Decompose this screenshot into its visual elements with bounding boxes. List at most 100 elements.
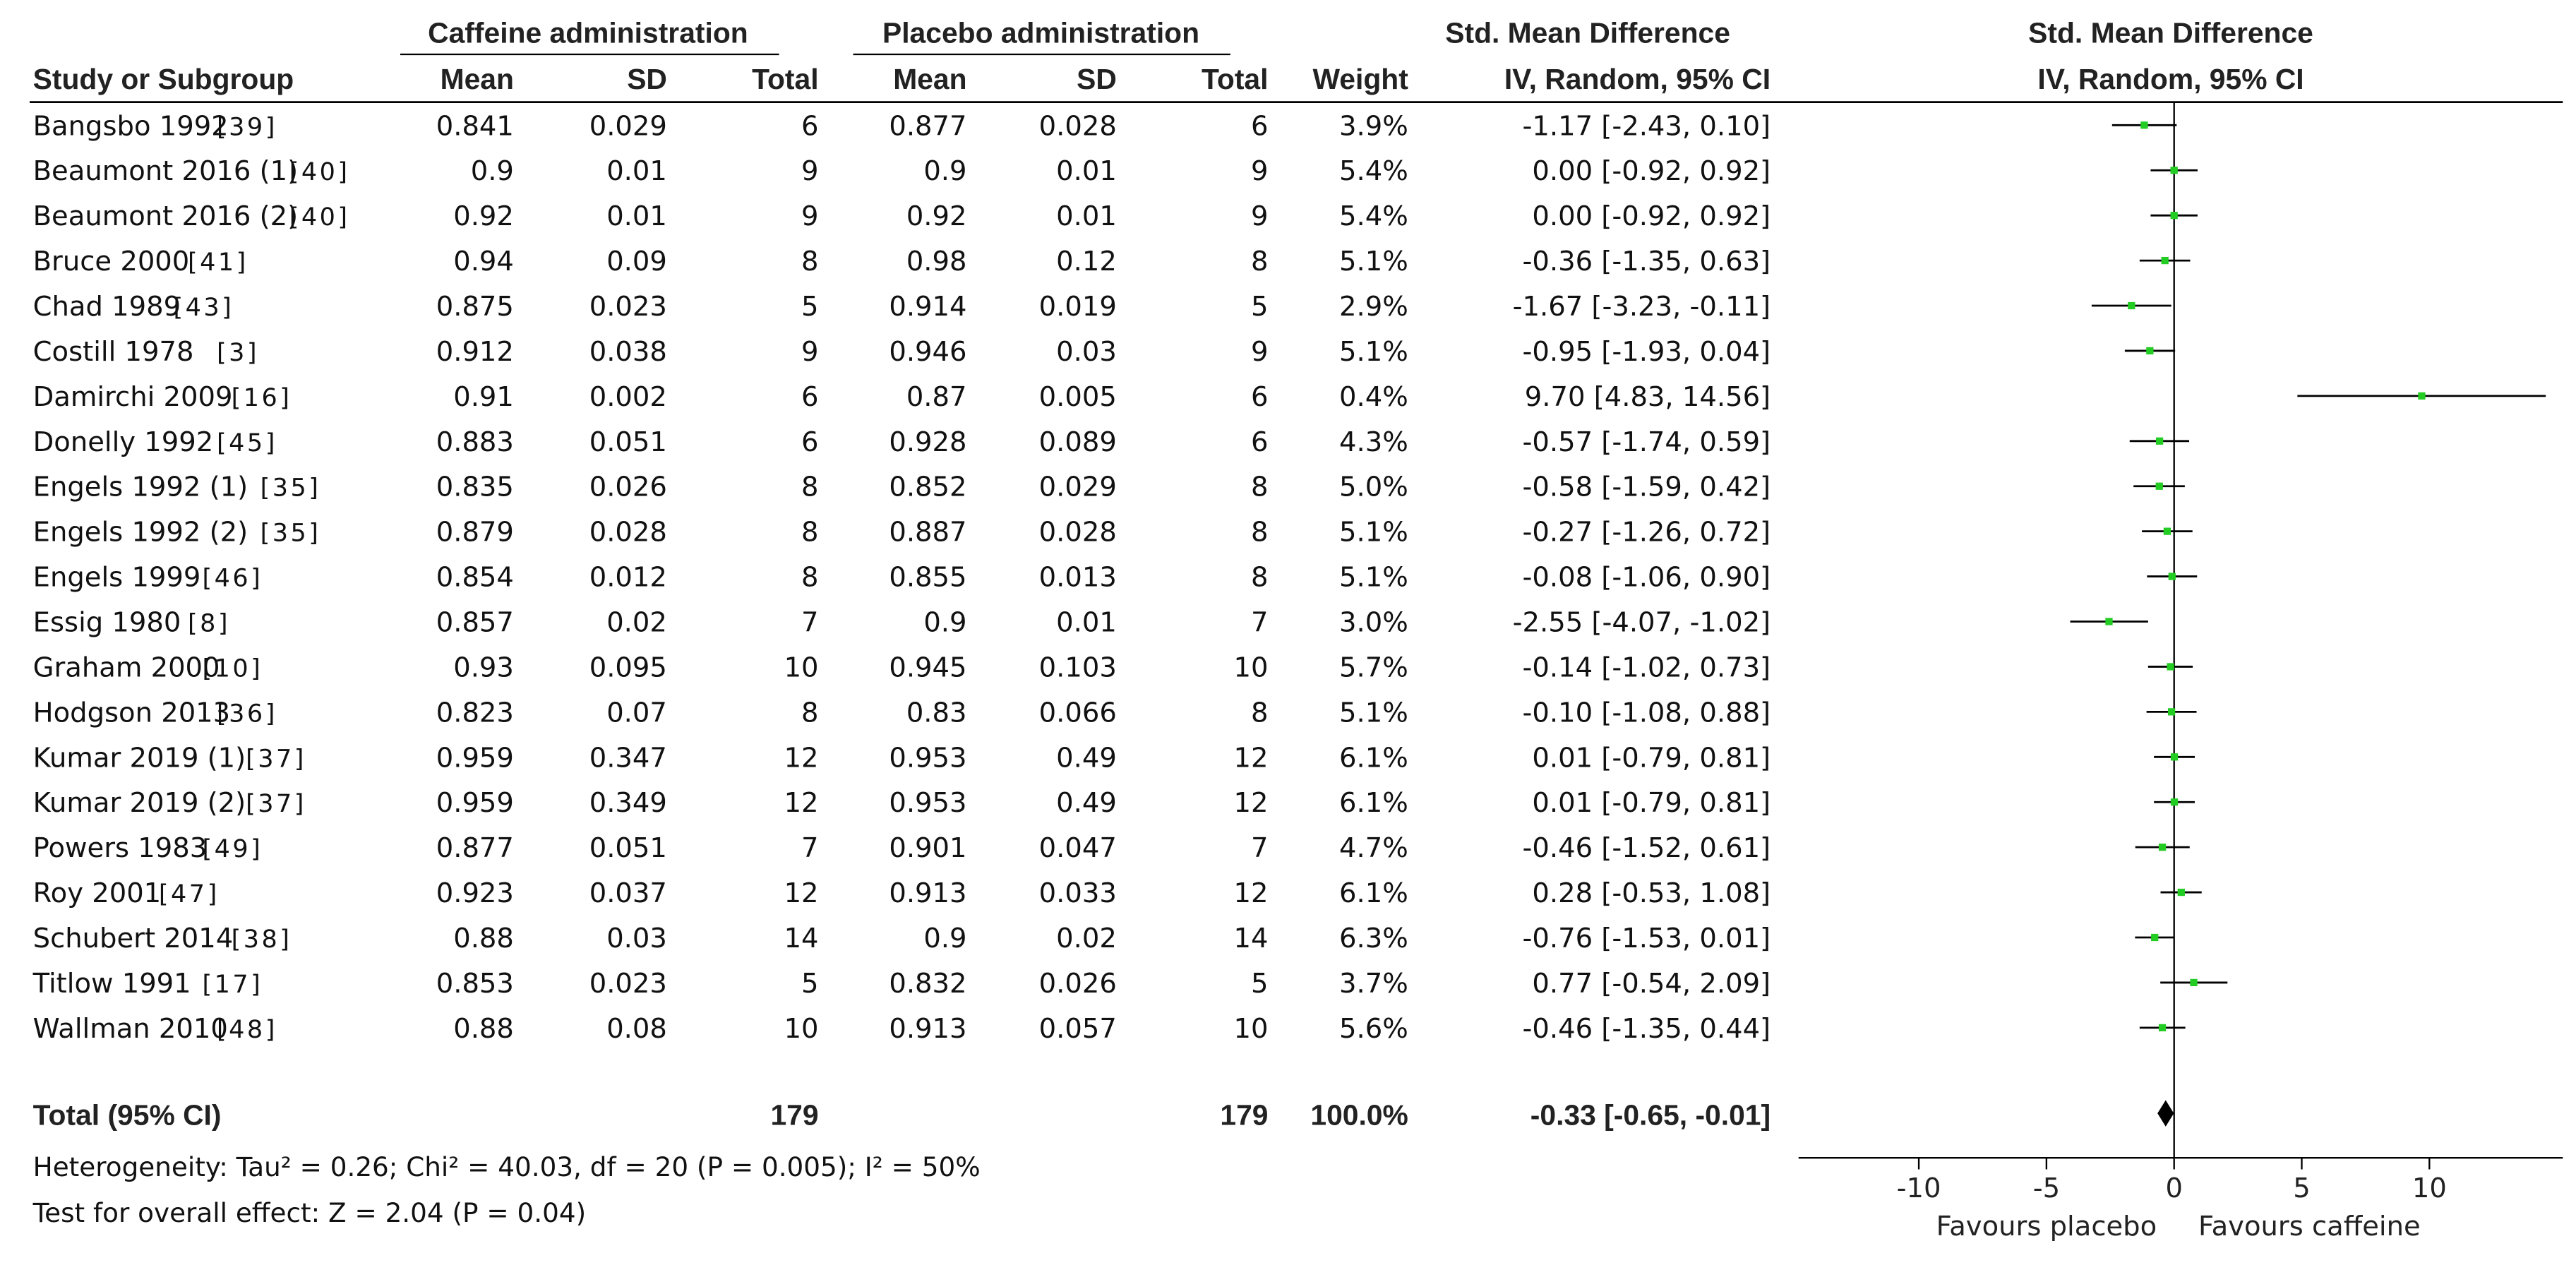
- weight: 5.1%: [1339, 697, 1408, 729]
- study-name: Graham 2000: [33, 652, 220, 683]
- ci-text: 0.77 [-0.54, 2.09]: [1532, 968, 1771, 1000]
- pla-mean: 0.9: [923, 923, 966, 954]
- study-ref: [8]: [188, 610, 230, 638]
- point-estimate: [2155, 437, 2164, 445]
- x-tick-label: -10: [1897, 1173, 1941, 1204]
- study-row: Kumar 2019 (1) 0.959 0.347 12 0.953 0.49 12 6.1…: [33, 742, 1771, 774]
- study-name: Bangsbo 1992: [33, 110, 229, 142]
- caf-total: 9: [801, 155, 819, 187]
- weight: 5.1%: [1339, 517, 1408, 548]
- col-study: Study or Subgroup: [33, 63, 294, 95]
- caf-sd: 0.03: [606, 923, 667, 954]
- caf-mean: 0.93: [453, 652, 514, 683]
- weight: 3.0%: [1339, 607, 1408, 639]
- ci-text: -0.57 [-1.74, 0.59]: [1523, 426, 1771, 458]
- x-tick-label: 5: [2293, 1173, 2311, 1204]
- weight: 5.4%: [1339, 155, 1408, 187]
- caf-total: 7: [801, 607, 819, 639]
- study-name: Wallman 2010: [33, 1013, 228, 1045]
- pla-mean: 0.913: [889, 877, 966, 909]
- point-estimate: [2167, 663, 2174, 671]
- pla-mean: 0.914: [889, 291, 966, 323]
- study-row: Powers 1983 0.877 0.051 7 0.901 0.047 7 4.7% -0.…: [33, 832, 1771, 864]
- study-ref: [16]: [232, 384, 292, 412]
- total-ci: -0.33 [-0.65, -0.01]: [1530, 1099, 1771, 1132]
- pla-sd: 0.49: [1056, 742, 1117, 774]
- caf-sd: 0.051: [589, 426, 667, 458]
- ci-text: 0.01 [-0.79, 0.81]: [1532, 787, 1771, 819]
- pla-sd: 0.01: [1056, 200, 1117, 232]
- caf-mean: 0.912: [436, 336, 514, 368]
- pla-total: 12: [1234, 787, 1269, 819]
- ci-text: -0.36 [-1.35, 0.63]: [1523, 246, 1771, 277]
- study-name: Beaumont 2016 (2): [33, 200, 299, 232]
- pla-mean: 0.945: [889, 652, 966, 683]
- study-name: Damirchi 2009: [33, 381, 233, 413]
- study-ref: [48]: [217, 1016, 277, 1044]
- point-estimate: [2146, 347, 2154, 355]
- caf-mean: 0.823: [436, 697, 514, 729]
- study-ref: [37]: [246, 790, 306, 818]
- study-ref: [35]: [260, 474, 321, 503]
- favours-caffeine-label: Favours caffeine: [2198, 1211, 2421, 1242]
- col-caf-mean: Mean: [441, 63, 514, 95]
- pla-mean: 0.928: [889, 426, 966, 458]
- pla-mean: 0.87: [906, 381, 967, 413]
- study-row: Titlow 1991 0.853 0.023 5 0.832 0.026 5 3.7% 0.7…: [32, 968, 1771, 1000]
- study-ref: [36]: [217, 700, 277, 728]
- ci-markers: [2070, 121, 2546, 1031]
- weight: 5.0%: [1339, 472, 1408, 503]
- ci-text: 0.00 [-0.92, 0.92]: [1532, 155, 1771, 187]
- point-estimate: [2105, 618, 2113, 625]
- weight: 6.1%: [1339, 877, 1408, 909]
- study-ref: [46]: [203, 565, 263, 593]
- pla-sd: 0.013: [1039, 562, 1117, 594]
- caf-sd: 0.08: [606, 1013, 667, 1045]
- ci-text: -0.46 [-1.35, 0.44]: [1523, 1013, 1771, 1045]
- pla-mean: 0.953: [889, 742, 966, 774]
- caf-total: 12: [784, 877, 819, 909]
- study-row: Bangsbo 1992 0.841 0.029 6 0.877 0.028 6 3.9% -1…: [33, 110, 1771, 142]
- ci-text: -0.58 [-1.59, 0.42]: [1523, 472, 1771, 503]
- pla-total: 6: [1251, 110, 1269, 142]
- point-estimate: [2158, 844, 2167, 851]
- study-row: Essig 1980 0.857 0.02 7 0.9 0.01 7 3.0% -2.55 [-…: [33, 607, 1771, 639]
- caf-mean: 0.9: [471, 155, 514, 187]
- col-pla-sd: SD: [1077, 63, 1117, 95]
- ci-text: -1.17 [-2.43, 0.10]: [1523, 110, 1771, 142]
- point-estimate: [2170, 167, 2178, 174]
- study-name: Chad 1989: [33, 291, 181, 323]
- point-estimate: [2170, 753, 2179, 761]
- weight: 5.4%: [1339, 200, 1408, 232]
- pla-mean: 0.9: [923, 155, 966, 187]
- study-name: Bruce 2000: [33, 246, 190, 277]
- caf-total: 8: [801, 562, 819, 594]
- caf-mean: 0.88: [453, 923, 514, 954]
- caf-mean: 0.959: [436, 742, 514, 774]
- caf-mean: 0.853: [436, 968, 514, 1000]
- placebo-group-header: Placebo administration: [882, 17, 1199, 49]
- pla-mean: 0.913: [889, 1013, 966, 1045]
- pla-sd: 0.089: [1039, 426, 1117, 458]
- pla-total: 5: [1251, 968, 1269, 1000]
- caf-sd: 0.01: [606, 200, 667, 232]
- study-row: Beaumont 2016 (2) 0.92 0.01 9 0.92 0.01 9 5.4% 0…: [33, 200, 1771, 232]
- study-row: Bruce 2000 0.94 0.09 8 0.98 0.12 8 5.1% -0.36 [-…: [33, 246, 1771, 277]
- pla-sd: 0.066: [1039, 697, 1117, 729]
- caf-sd: 0.095: [589, 652, 667, 683]
- caf-total: 6: [801, 381, 819, 413]
- study-ref: [17]: [203, 971, 263, 999]
- pla-total: 8: [1251, 562, 1269, 594]
- weight: 3.7%: [1339, 968, 1408, 1000]
- caf-total: 10: [784, 1013, 819, 1045]
- pla-total: 10: [1234, 652, 1269, 683]
- point-estimate: [2158, 1024, 2167, 1031]
- caf-mean: 0.923: [436, 877, 514, 909]
- study-ref: [40]: [289, 203, 350, 232]
- point-estimate: [2190, 978, 2198, 987]
- study-name: Engels 1992 (1): [33, 472, 248, 503]
- study-ref: [37]: [246, 745, 306, 773]
- study-name: Essig 1980: [33, 607, 181, 639]
- study-ref: [41]: [188, 248, 248, 277]
- pla-total: 14: [1234, 923, 1269, 954]
